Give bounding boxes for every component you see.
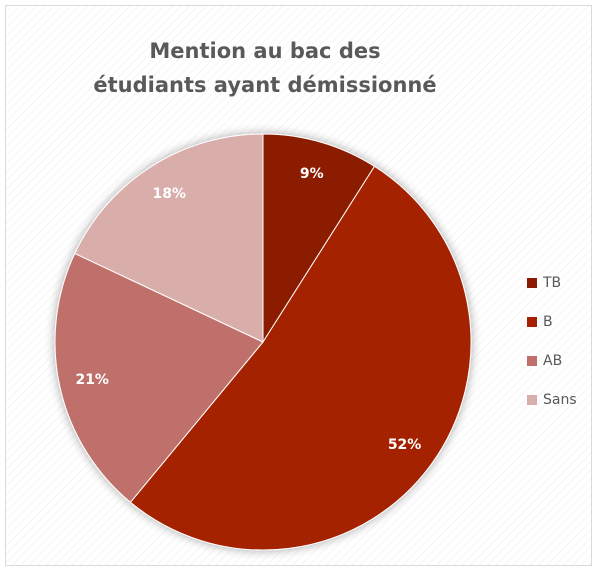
legend-swatch — [527, 356, 537, 366]
legend-swatch — [527, 278, 537, 288]
pie-slice — [54, 252, 264, 503]
pie — [54, 133, 472, 551]
pie-slice — [262, 133, 376, 344]
legend-label: TB — [542, 275, 561, 291]
legend-label: B — [543, 314, 553, 330]
legend-swatch — [527, 317, 537, 327]
chart-title: Mention au bac des étudiants ayant démis… — [93, 39, 437, 97]
data-label: 9% — [300, 166, 324, 182]
data-label: 52% — [388, 437, 422, 453]
pie-slice — [129, 165, 472, 551]
legend-label: Sans — [543, 392, 577, 408]
legend-swatch — [527, 395, 537, 405]
legend-label: AB — [543, 353, 562, 369]
data-label: 21% — [75, 372, 109, 388]
data-label: 18% — [152, 186, 186, 202]
pie-slice — [74, 133, 264, 343]
